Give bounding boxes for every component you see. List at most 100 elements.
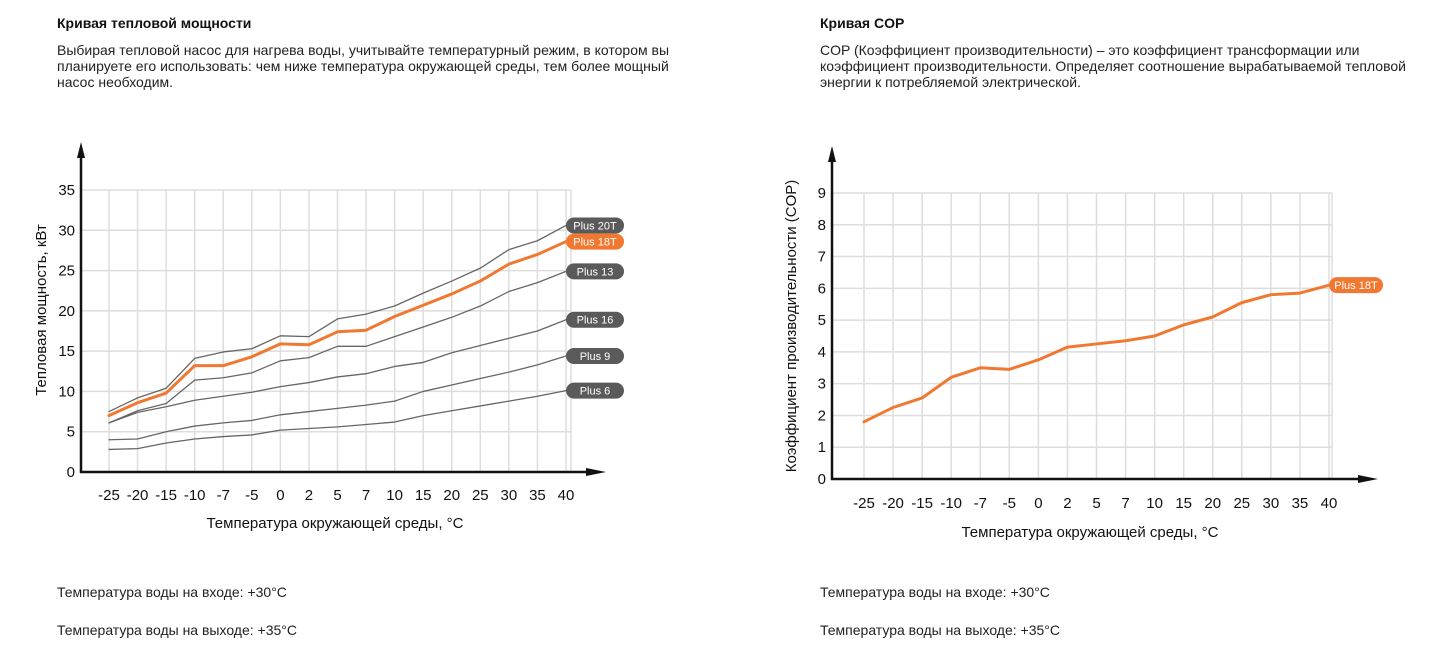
series-plus-18t: Plus 18T — [862, 277, 1383, 424]
x-tick-label: -5 — [1003, 495, 1016, 512]
x-axis-arrow-icon — [1358, 475, 1378, 483]
heat-output-description: Выбирая тепловой насос для нагрева воды,… — [57, 42, 670, 90]
series-plus-13: Plus 13 — [108, 263, 624, 424]
inlet-temperature-note: Температура воды на входе: +30°C — [820, 584, 1050, 600]
x-tick-label: 30 — [501, 487, 518, 504]
x-tick-label: 5 — [1092, 495, 1100, 512]
series-tag: Plus 18T — [566, 233, 624, 250]
outlet-temperature-note: Температура воды на выходе: +35°C — [57, 622, 297, 638]
x-tick-label: -7 — [217, 487, 230, 504]
x-tick-label: 7 — [1121, 495, 1129, 512]
grid — [81, 189, 572, 472]
grid — [832, 192, 1333, 479]
series-tag-background — [566, 347, 624, 364]
x-tick-label: 15 — [415, 487, 432, 504]
series-tag-label: Plus 16 — [577, 315, 614, 327]
y-tick-label: 4 — [818, 344, 826, 361]
y-tick-label: 35 — [58, 182, 75, 199]
y-tick-label: 6 — [818, 280, 826, 297]
series-plus-9: Plus 9 — [108, 347, 624, 441]
x-tick-label: 30 — [1263, 495, 1280, 512]
series-tag: Plus 6 — [566, 382, 624, 399]
x-tick-label: -20 — [127, 487, 149, 504]
series-tag: Plus 20T — [566, 217, 624, 234]
series-plus-18t: Plus 18T — [107, 233, 624, 418]
series-tag-background — [1329, 277, 1383, 294]
series-tag-background — [566, 382, 624, 399]
x-tick-label: -15 — [911, 495, 933, 512]
series-line — [108, 355, 567, 441]
y-tick-label: 10 — [58, 383, 75, 400]
series-line — [862, 283, 1331, 424]
x-tick-label: 2 — [305, 487, 313, 504]
series-tag-background — [566, 263, 624, 280]
series-tag: Plus 16 — [566, 311, 624, 328]
y-tick-label: 15 — [58, 343, 75, 360]
y-axis-title: Коэффициент производительности (COP) — [783, 180, 800, 473]
series-tag-label: Plus 13 — [577, 266, 614, 278]
series-tag-background — [566, 217, 624, 234]
y-tick-label: 3 — [818, 376, 826, 393]
x-tick-label: 10 — [1146, 495, 1163, 512]
series-tag-label: Plus 20T — [573, 220, 617, 232]
y-tick-label: 30 — [58, 222, 75, 239]
series-line — [108, 389, 567, 451]
x-axis-title: Температура окружающей среды, °C — [206, 515, 463, 532]
outlet-temperature-note: Температура воды на выходе: +35°C — [820, 622, 1060, 638]
x-tick-label: -7 — [974, 495, 987, 512]
y-axis-arrow-icon — [828, 146, 836, 162]
series-tag-label: Plus 9 — [580, 351, 611, 363]
series-tag-background — [566, 311, 624, 328]
series-tag-label: Plus 6 — [580, 386, 611, 398]
y-tick-label: 20 — [58, 303, 75, 320]
y-tick-label: 2 — [818, 407, 826, 424]
y-tick-label: 8 — [818, 217, 826, 234]
x-tick-label: 2 — [1063, 495, 1071, 512]
y-tick-label: 0 — [67, 464, 75, 481]
series-tag-background — [566, 233, 624, 250]
series-tag: Plus 13 — [566, 263, 624, 280]
x-tick-label: 25 — [1233, 495, 1250, 512]
x-tick-label: 35 — [529, 487, 546, 504]
series-tag-label: Plus 18T — [1334, 280, 1378, 292]
series-line — [108, 319, 567, 424]
x-tick-label: 40 — [1321, 495, 1338, 512]
x-tick-label: 5 — [333, 487, 341, 504]
series-tag: Plus 18T — [1329, 277, 1383, 294]
x-axis-arrow-icon — [586, 468, 606, 476]
x-tick-label: 20 — [1204, 495, 1221, 512]
x-axis-title: Температура окружающей среды, °C — [961, 524, 1218, 541]
y-tick-label: 7 — [818, 249, 826, 266]
x-tick-label: -20 — [882, 495, 904, 512]
inlet-temperature-note: Температура воды на входе: +30°C — [57, 584, 287, 600]
cop-title: Кривая COP — [820, 15, 905, 31]
series-line — [108, 224, 567, 413]
x-tick-label: -10 — [184, 487, 206, 504]
cop-description: COP (Коэффициент производительности) – э… — [820, 42, 1406, 90]
y-axis-arrow-icon — [77, 142, 85, 158]
x-tick-label: 20 — [443, 487, 460, 504]
x-tick-label: 7 — [362, 487, 370, 504]
y-axis-title: Тепловая мощность, кВт — [33, 224, 50, 396]
series-plus-16: Plus 16 — [108, 311, 624, 424]
x-tick-label: -5 — [245, 487, 258, 504]
x-tick-label: 25 — [472, 487, 489, 504]
x-tick-label: 35 — [1292, 495, 1309, 512]
x-tick-label: 10 — [386, 487, 403, 504]
y-tick-label: 5 — [67, 424, 75, 441]
series-line — [108, 270, 567, 424]
x-tick-label: 15 — [1175, 495, 1192, 512]
x-tick-label: 0 — [1034, 495, 1042, 512]
y-tick-label: 5 — [818, 312, 826, 329]
series-tag: Plus 9 — [566, 347, 624, 364]
x-tick-label: -25 — [853, 495, 875, 512]
y-tick-label: 25 — [58, 263, 75, 280]
y-tick-label: 1 — [818, 439, 826, 456]
series-line — [107, 240, 568, 418]
x-tick-label: 0 — [276, 487, 284, 504]
series-tag-label: Plus 18T — [573, 237, 617, 249]
y-tick-label: 9 — [818, 185, 826, 202]
x-tick-label: -25 — [98, 487, 120, 504]
